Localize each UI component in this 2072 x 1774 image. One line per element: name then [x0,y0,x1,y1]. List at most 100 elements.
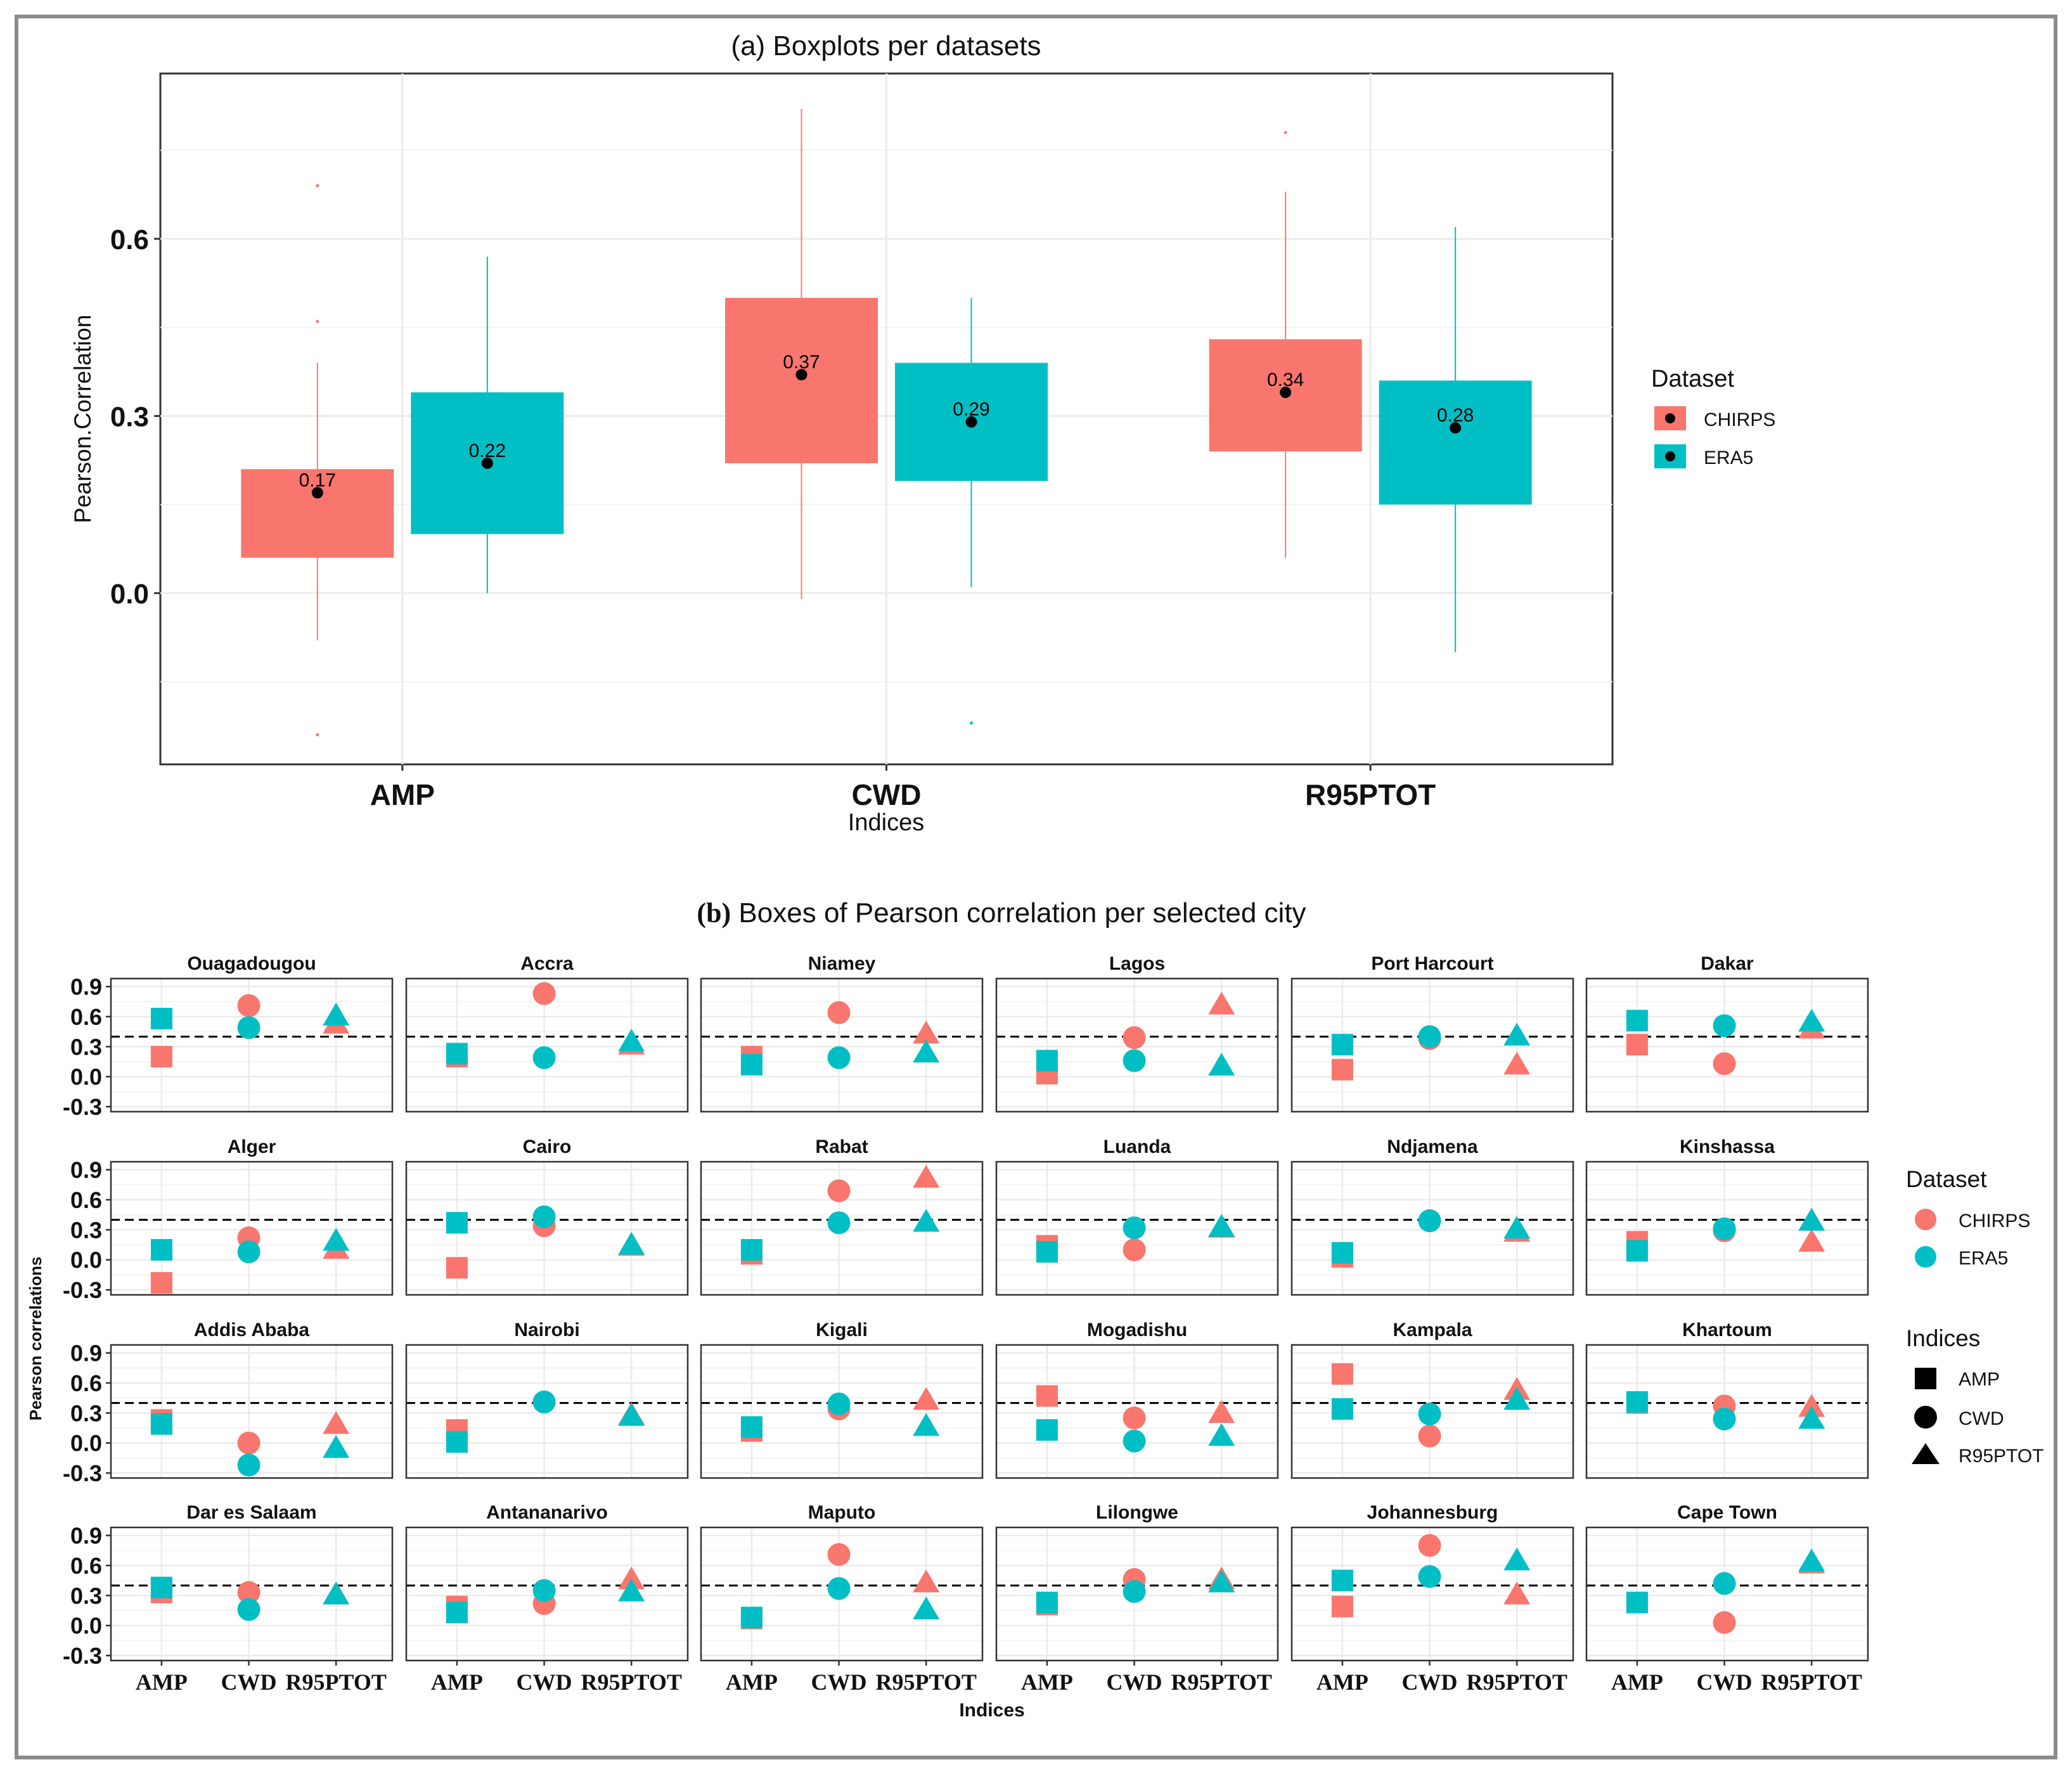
point-chirps [1503,1581,1531,1605]
point-era5 [740,1416,763,1438]
y-tick-label: 0.3 [110,401,149,432]
legend-b-amp-key [1915,1368,1936,1389]
point-era5 [618,1578,645,1602]
panel-b-title-text: Boxes of Pearson correlation per selecte… [731,897,1306,929]
facet-title: Cape Town [1677,1502,1777,1523]
facet-title: Mogadishu [1087,1320,1187,1340]
point-era5 [1626,1240,1648,1262]
point-era5 [1331,1242,1353,1264]
point-era5 [323,1228,350,1251]
facet-dar-es-salaam: Dar es Salaam 0.9 0.6 0.3 0.0 -0.3 AMP CWD R95PT… [63,1502,394,1695]
facet-accra: Accra [405,953,689,1113]
facet-kinshassa: Kinshassa [1585,1136,1869,1296]
point-era5 [1798,1406,1825,1429]
point-era5 [1123,1216,1146,1240]
point-era5 [237,1598,261,1621]
y-tick-label: 0.6 [110,224,149,255]
facet-frame [405,1526,689,1662]
facet-frame [405,977,689,1113]
mean-point [1280,387,1292,399]
panel-a-x-tick-labels: AMP CWD R95PTOT [370,764,1436,811]
point-era5 [827,1046,851,1069]
point-era5 [740,1238,763,1261]
facet-y-tick-label: 0.3 [70,1034,102,1060]
panel-a-gridlines [160,74,1612,764]
point-chirps [827,1543,851,1566]
mean-point [1450,421,1462,434]
point-era5 [1123,1580,1146,1604]
point-era5 [150,1238,172,1261]
point-era5 [827,1577,851,1600]
x-tick-label: AMP [370,778,435,811]
facet-x-tick-label: AMP [431,1669,483,1695]
point-chirps [150,1272,172,1294]
facet-y-tick-label: -0.3 [63,1277,102,1303]
facet-y-tick-label: 0.6 [70,1553,102,1579]
facet-title: Dakar [1701,953,1754,974]
facet-frame [995,1160,1279,1296]
facet-title: Kigali [816,1320,868,1340]
point-era5 [1418,1565,1441,1588]
mean-label: 0.17 [299,470,336,491]
point-chirps [1208,1399,1235,1423]
mean-label: 0.34 [1267,370,1304,390]
point-chirps [827,1001,851,1024]
facet-frame [1290,977,1574,1113]
point-chirps [1123,1238,1146,1261]
point-era5 [1036,1591,1058,1614]
point-era5 [1798,1548,1825,1572]
legend-b-chirps-key [1915,1209,1936,1230]
point-era5 [237,1240,261,1264]
facet-title: Rabat [815,1136,868,1157]
point-era5 [1713,1014,1736,1038]
facet-port-harcourt: Port Harcourt [1290,953,1574,1113]
facet-x-tick-label: CWD [517,1669,572,1695]
point-era5 [1503,1216,1531,1239]
point-era5 [446,1043,468,1065]
panel-a-x-axis-title: Indices [848,809,924,836]
panel-b-facets: Ouagadougou 0.9 0.6 0.3 0.0 -0.3 Accra Niamey La… [63,953,1869,1695]
legend-b-cwd-key [1914,1406,1937,1429]
point-chirps [323,1411,350,1434]
point-era5 [1208,1214,1235,1237]
point-chirps [1626,1034,1648,1056]
point-chirps [150,1046,172,1068]
point-era5 [1503,1387,1531,1410]
point-era5 [532,1205,556,1228]
box-era5 [1379,380,1532,505]
facet-title: Dar es Salaam [186,1502,316,1523]
facet-lilongwe: Lilongwe AMP CWD R95PTOT [995,1502,1279,1695]
point-era5 [1331,1034,1353,1056]
panel-b-legend-indices-title: Indices [1906,1325,1980,1351]
facet-x-tick-label: CWD [1402,1669,1458,1695]
point-era5 [1036,1419,1058,1441]
panel-a-marks: 0.17 0.37 0.34 0.22 0.29 0.28 [241,108,1532,736]
point-era5 [1713,1407,1736,1430]
facet-x-tick-label: R95PTOT [1467,1669,1567,1695]
point-era5 [1036,1241,1058,1263]
facet-y-tick-label: 0.6 [70,1370,102,1396]
mean-point [481,457,493,469]
point-era5 [1503,1547,1531,1571]
facet-frame [1290,1344,1574,1479]
point-era5 [150,1008,172,1030]
point-chirps [1713,1611,1736,1634]
point-chirps [1798,1228,1825,1252]
panel-b-title-bold: (b) [697,897,731,929]
point-chirps [237,994,261,1017]
point-era5 [323,1581,350,1605]
outlier-point [1284,131,1287,134]
legend-a-era5-label: ERA5 [1704,447,1753,468]
legend-b-r95ptot-key [1912,1443,1940,1464]
panel-a-legend: Dataset CHIRPS ERA5 [1651,366,1775,468]
point-chirps [827,1179,851,1202]
facet-x-tick-label: CWD [1107,1669,1162,1695]
facet-frame [995,1526,1279,1662]
panel-a-boxplots: (a) Boxplots per datasets 0.170.370.340.… [70,30,1775,836]
facet-y-tick-label: 0.6 [70,1187,102,1213]
facet-title: Nairobi [514,1320,579,1340]
facet-y-tick-label: 0.0 [70,1247,102,1273]
facet-title: Johannesburg [1367,1502,1498,1523]
legend-a-chirps-dot [1665,413,1675,423]
